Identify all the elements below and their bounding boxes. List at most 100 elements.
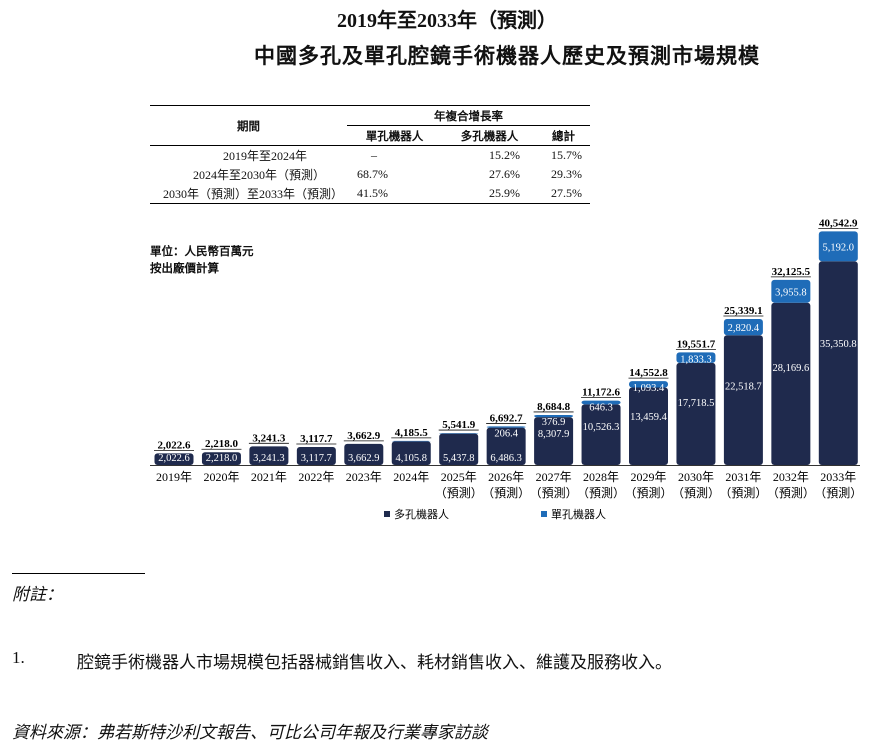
col-header-single: 單孔機器人 <box>365 128 424 143</box>
label-total: 3,117.7 <box>300 433 333 445</box>
row-period: 2030年（預測）至2033年（預測） <box>162 187 343 201</box>
bar-single-port <box>629 381 668 388</box>
table-row: 2024年至2030年（預測） 68.7% 27.6% 29.3% <box>150 165 590 184</box>
label-total: 2,022.6 <box>158 439 192 451</box>
col-header-multi: 多孔機器人 <box>460 128 519 143</box>
label-single-port: 1,093.4 <box>633 383 665 394</box>
col-header-total: 總計 <box>552 128 575 143</box>
bar-single-port <box>534 414 574 418</box>
source-note: 資料來源：弗若斯特沙利文報告、可比公司年報及行業專家訪談 <box>12 723 488 742</box>
x-tick-label: 2031年 <box>725 470 761 484</box>
label-multi-port: 3,241.3 <box>253 453 285 464</box>
label-multi-port: 22,518.7 <box>725 382 762 393</box>
note-text: 腔鏡手術機器人市場規模包括器械銷售收入、耗材銷售收入、維護及服務收入。 <box>77 653 672 672</box>
unit-currency: 單位：人民幣百萬元 <box>150 244 254 258</box>
label-single-port: 5,192.0 <box>823 242 855 253</box>
bar-multi-port <box>723 335 763 465</box>
bar-multi-port <box>581 404 621 465</box>
label-multi-port: 5,437.8 <box>443 453 475 464</box>
x-tick-label: 2019年 <box>156 470 192 484</box>
row-total: 29.3% <box>551 167 582 181</box>
label-total: 6,692.7 <box>490 412 524 424</box>
label-total: 8,684.8 <box>537 401 571 413</box>
legend-label-multi: 多孔機器人 <box>394 507 449 521</box>
label-total: 3,241.3 <box>252 432 286 444</box>
label-total: 3,662.9 <box>347 430 381 442</box>
table-row: 2019年至2024年 – 15.2% 15.7% <box>150 146 590 166</box>
row-total: 15.7% <box>551 148 582 162</box>
x-tick-label: 2028年 <box>583 470 619 484</box>
bar-multi-port <box>344 443 384 465</box>
bar-multi-port <box>818 261 858 465</box>
label-multi-port: 17,718.5 <box>678 398 715 409</box>
stacked-bar-chart: 2,022.6 2,022.6 2019年 2,218.0 2,218.0 2020年 3,… <box>150 217 862 521</box>
bar-multi-port <box>296 447 336 465</box>
unit-note: 單位：人民幣百萬元 按出廠價計算 <box>150 243 254 277</box>
label-multi-port: 13,459.4 <box>630 412 668 423</box>
period-header: 期間 <box>237 118 260 133</box>
bar-multi-port <box>534 417 574 465</box>
label-single-port: 206.4 <box>494 428 518 439</box>
x-tick-label: 2032年 <box>773 470 809 484</box>
x-tick-label: 2024年 <box>393 470 429 484</box>
x-tick-label: 2022年 <box>298 470 334 484</box>
x-tick-label: 2023年 <box>346 470 382 484</box>
x-tick-sublabel: （預測） <box>719 486 767 500</box>
bar-multi-port <box>201 452 241 465</box>
x-tick-sublabel: （預測） <box>672 486 720 500</box>
legend-swatch-single <box>541 511 547 517</box>
label-single-port: 646.3 <box>589 403 613 414</box>
row-multi: 15.2% <box>489 148 520 162</box>
row-period: 2024年至2030年（預測） <box>192 168 325 182</box>
x-tick-label: 2027年 <box>536 470 572 484</box>
unit-basis: 按出廠價計算 <box>150 261 219 275</box>
label-multi-port: 4,105.8 <box>396 453 428 464</box>
label-total: 19,551.7 <box>677 338 716 350</box>
chart-title-main: 中國多孔及單孔腔鏡手術機器人歷史及預測市場規模 <box>254 44 760 68</box>
label-single-port: 3,955.8 <box>775 287 807 298</box>
label-total: 4,185.5 <box>395 427 429 439</box>
bar-multi-port <box>249 446 289 465</box>
x-tick-label: 2025年 <box>441 470 477 484</box>
x-tick-sublabel: （預測） <box>767 486 815 500</box>
notes-heading: 附註： <box>12 585 63 604</box>
bar-single-port <box>676 352 716 363</box>
bar-single-port <box>771 279 811 303</box>
footnote-divider <box>12 573 145 574</box>
bar-single-port <box>723 318 763 336</box>
label-multi-port: 3,117.7 <box>301 453 332 464</box>
x-tick-label: 2021年 <box>251 470 287 484</box>
label-total: 40,542.9 <box>819 217 858 229</box>
label-total: 25,339.1 <box>724 305 763 317</box>
label-single-port: 376.9 <box>542 417 566 428</box>
label-multi-port: 6,486.3 <box>490 453 522 464</box>
row-single: 68.7% <box>357 167 388 181</box>
label-total: 2,218.0 <box>205 438 239 450</box>
label-multi-port: 2,218.0 <box>206 453 238 464</box>
bar-multi-port <box>676 362 716 465</box>
x-tick-label: 2026年 <box>488 470 524 484</box>
label-multi-port: 3,662.9 <box>348 453 380 464</box>
x-tick-sublabel: （預測） <box>482 486 530 500</box>
label-single-port: 2,820.4 <box>728 323 760 334</box>
label-total: 14,552.8 <box>629 367 668 379</box>
label-multi-port: 10,526.3 <box>583 422 620 433</box>
bar-single-port <box>439 433 479 434</box>
bar-multi-port <box>771 302 811 465</box>
cagr-table: 期間 年複合增長率 單孔機器人 多孔機器人 總計 2019年至2024年 – 1… <box>150 105 590 204</box>
x-tick-label: 2030年 <box>678 470 714 484</box>
bar-multi-port <box>629 387 668 465</box>
label-multi-port: 8,307.9 <box>538 429 570 440</box>
x-tick-label: 2033年 <box>820 470 856 484</box>
x-tick-sublabel: （預測） <box>577 486 625 500</box>
table-row: 2030年（預測）至2033年（預測） 41.5% 25.9% 27.5% <box>150 184 590 204</box>
row-total: 27.5% <box>551 186 582 200</box>
label-total: 32,125.5 <box>772 266 811 278</box>
label-total: 5,541.9 <box>442 419 476 431</box>
cagr-group-header: 年複合增長率 <box>347 105 590 126</box>
row-period: 2019年至2024年 <box>222 149 307 163</box>
x-tick-label: 2020年 <box>203 470 239 484</box>
bar-multi-port <box>486 427 526 465</box>
row-multi: 25.9% <box>489 186 520 200</box>
label-multi-port: 28,169.6 <box>772 363 809 374</box>
